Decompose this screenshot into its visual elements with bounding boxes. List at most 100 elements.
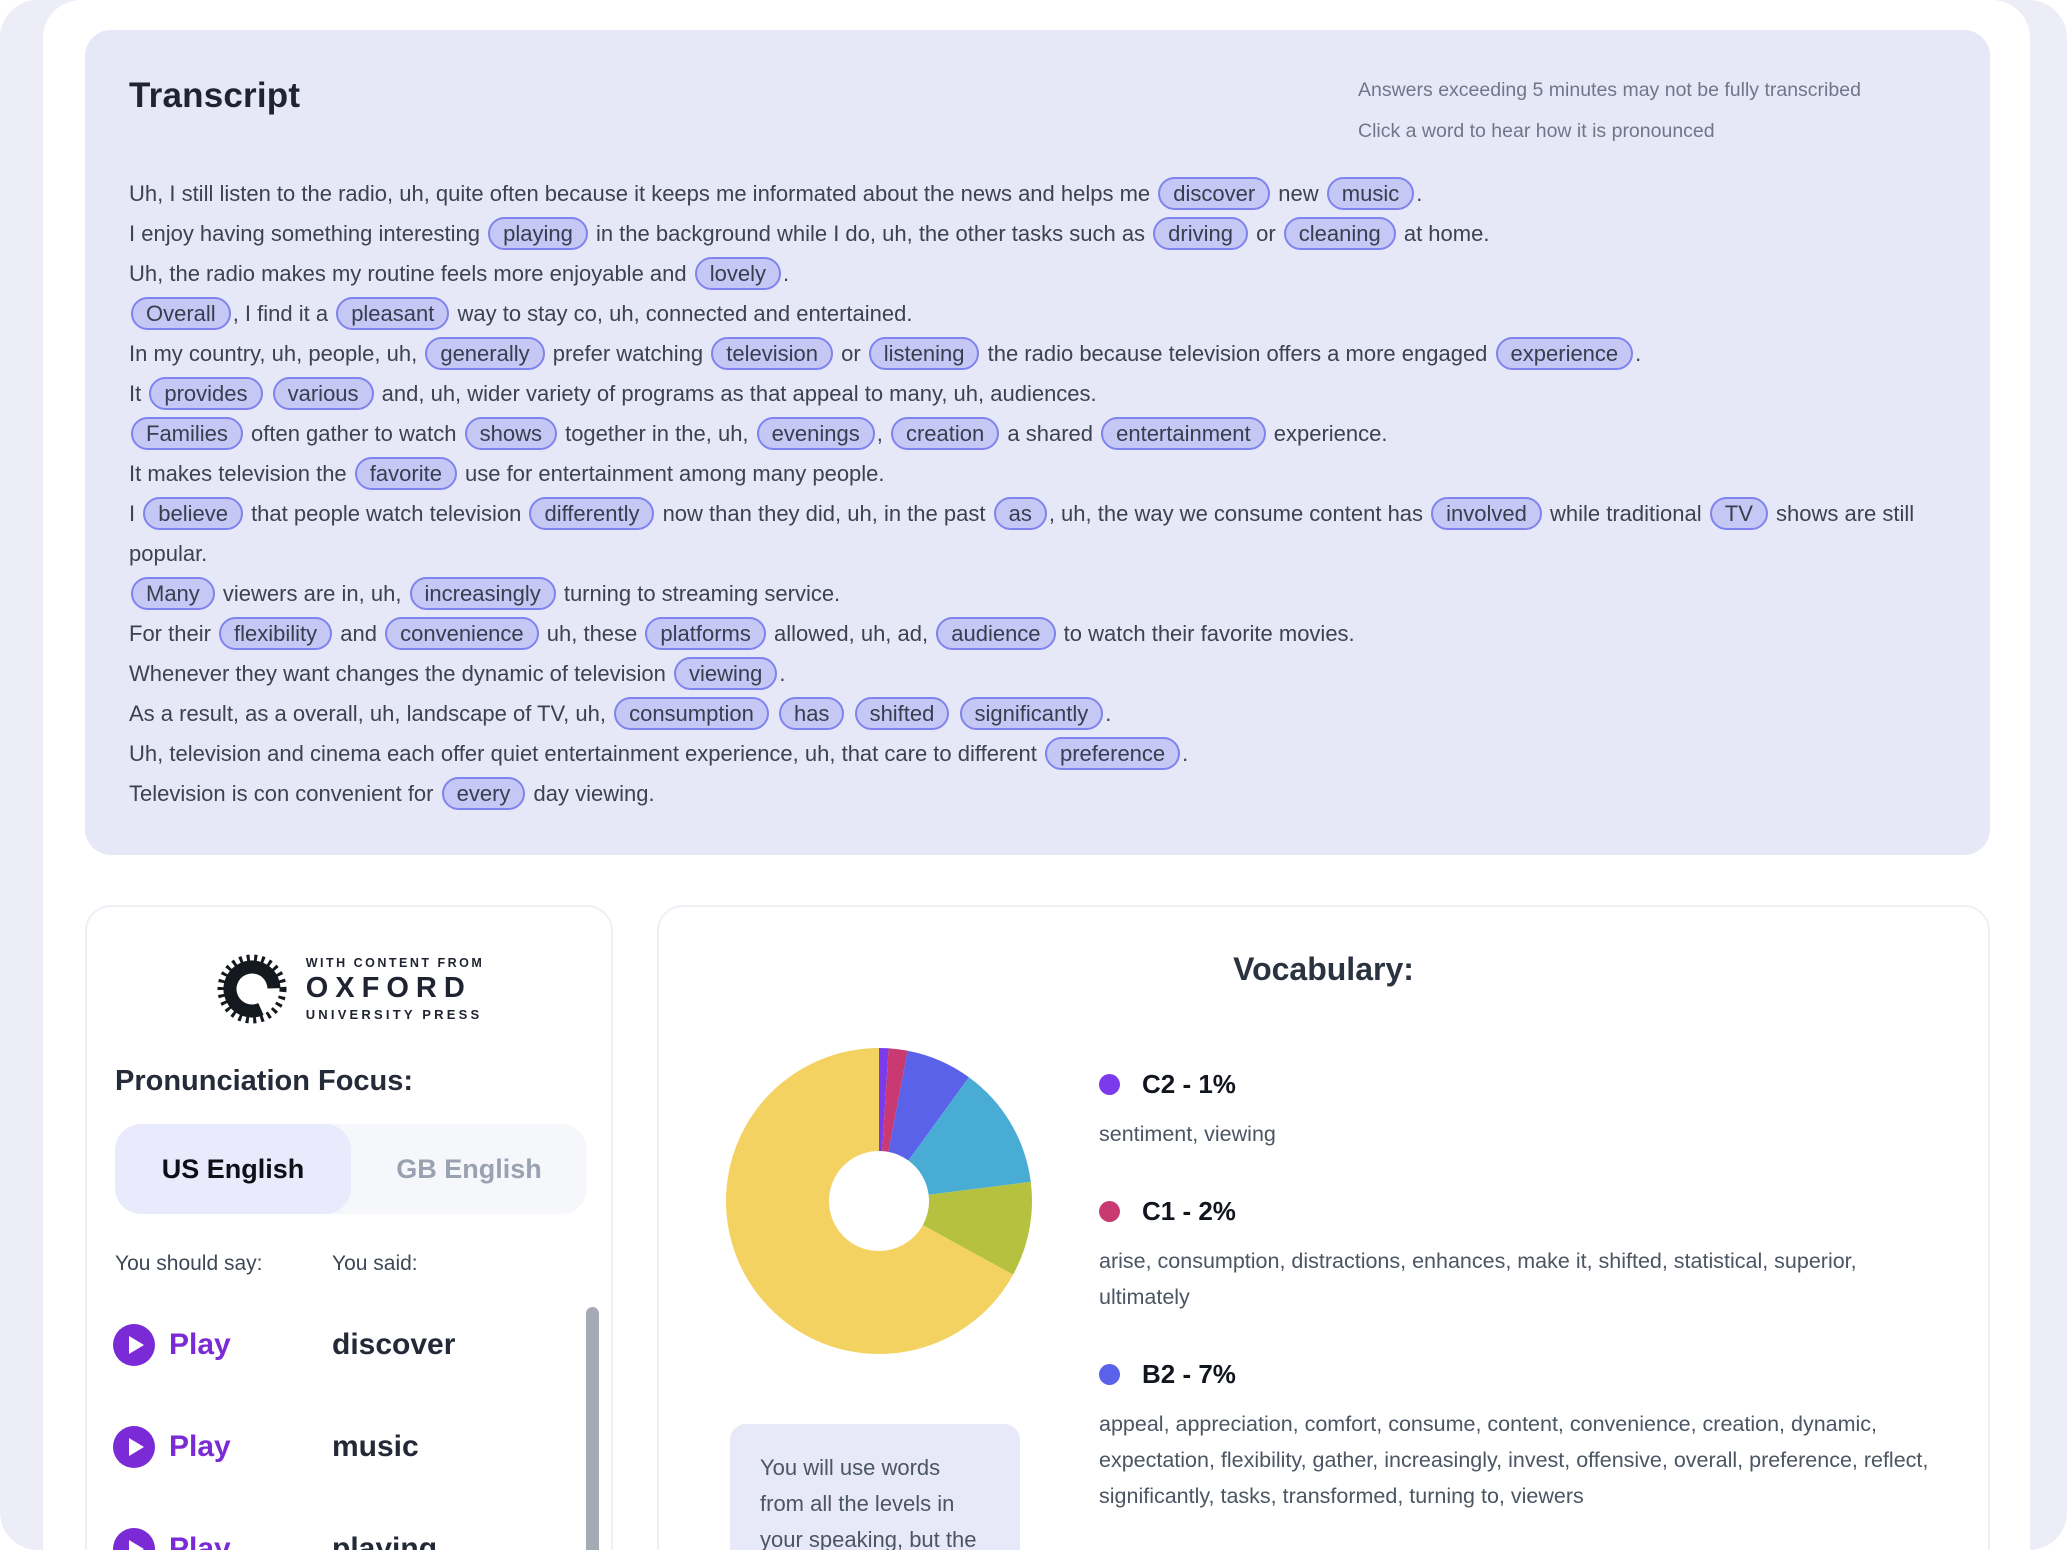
highlighted-word[interactable]: playing [488, 217, 588, 250]
donut-slice [888, 1050, 969, 1161]
vocab-legend: C2 - 1% sentiment, viewing C1 - 2% arise, c… [1099, 1069, 1929, 1550]
highlighted-word[interactable]: Families [131, 417, 243, 450]
highlighted-word[interactable]: preference [1044, 737, 1181, 770]
oxford-logo-text: WITH CONTENT FROM OXFORD UNIVERSITY PRES… [306, 956, 485, 1022]
vocab-level-group: C1 - 2% arise, consumption, distractions,… [1099, 1196, 1929, 1315]
play-list: Play discover Play music Play playing [87, 1294, 611, 1550]
highlighted-word[interactable]: flexibility [219, 617, 333, 650]
vocab-level-words: sentiment, viewing [1099, 1122, 1276, 1146]
transcript-line: Television is con convenient for every d… [129, 774, 1950, 814]
note-click-word-hint: Click a word to hear how it is pronounce… [1358, 120, 1715, 142]
word-label: playing [332, 1532, 438, 1550]
transcript-header: Transcript Answers exceeding 5 minutes m… [129, 64, 1950, 152]
vocabulary-donut-chart [723, 1045, 1035, 1357]
note-transcription-limit: Answers exceeding 5 minutes may not be f… [1358, 79, 1861, 101]
highlighted-word[interactable]: consumption [614, 697, 769, 730]
highlighted-word[interactable]: generally [425, 337, 545, 370]
highlighted-word[interactable]: entertainment [1101, 417, 1266, 450]
transcript-line: Many viewers are in, uh, increasingly tu… [129, 574, 1950, 614]
highlighted-word[interactable]: differently [529, 497, 655, 530]
transcript-line: Uh, the radio makes my routine feels mor… [129, 254, 1950, 294]
vocab-level-group: B2 - 7% appeal, appreciation, comfort, co… [1099, 1359, 1929, 1514]
play-button[interactable]: Play [113, 1426, 231, 1468]
highlighted-word[interactable]: evenings [756, 417, 875, 450]
donut-slice [879, 1048, 889, 1152]
play-button-label: Play [169, 1328, 231, 1361]
highlighted-word[interactable]: TV [1709, 497, 1768, 530]
highlighted-word[interactable]: experience [1495, 337, 1634, 370]
transcript-text: Uh, I still listen to the radio, uh, qui… [129, 174, 1950, 814]
pronunciation-card: WITH CONTENT FROM OXFORD UNIVERSITY PRES… [85, 905, 613, 1550]
column-you-should-say: You should say: [115, 1252, 263, 1275]
play-row: Play playing [87, 1498, 611, 1550]
vocab-level-header: C2 - 1% [1099, 1069, 1929, 1100]
play-row: Play discover [87, 1294, 611, 1396]
highlighted-word[interactable]: television [711, 337, 833, 370]
highlighted-word[interactable]: listening [868, 337, 980, 370]
transcript-line: Families often gather to watch shows tog… [129, 414, 1950, 454]
vocab-level-words: arise, consumption, distractions, enhanc… [1099, 1249, 1857, 1309]
scrollbar-thumb[interactable] [586, 1307, 599, 1550]
vocab-level-words: appeal, appreciation, comfort, consume, … [1099, 1412, 1929, 1508]
highlighted-word[interactable]: audience [936, 617, 1056, 650]
logo-subname: UNIVERSITY PRESS [305, 1007, 483, 1022]
transcript-line: Uh, television and cinema each offer qui… [129, 734, 1950, 774]
play-row: Play music [87, 1396, 611, 1498]
highlighted-word[interactable]: platforms [645, 617, 766, 650]
legend-dot-icon [1099, 1201, 1120, 1222]
legend-dot-icon [1099, 1364, 1120, 1385]
logo-name: OXFORD [305, 972, 472, 1004]
highlighted-word[interactable]: shows [464, 417, 557, 450]
highlighted-word[interactable]: convenience [385, 617, 539, 650]
play-button[interactable]: Play [113, 1528, 231, 1550]
donut-slice [922, 1181, 1032, 1275]
pronunciation-columns: You should say: You said: [87, 1252, 611, 1280]
highlighted-word[interactable]: believe [143, 497, 243, 530]
highlighted-word[interactable]: every [441, 777, 526, 810]
oxford-logo: WITH CONTENT FROM OXFORD UNIVERSITY PRES… [87, 907, 611, 1027]
highlighted-word[interactable]: pleasant [336, 297, 450, 330]
highlighted-word[interactable]: cleaning [1283, 217, 1396, 250]
word-label: music [332, 1430, 419, 1463]
highlighted-word[interactable]: provides [149, 377, 263, 410]
play-button[interactable]: Play [113, 1324, 231, 1366]
highlighted-word[interactable]: music [1326, 177, 1415, 210]
highlighted-word[interactable]: lovely [694, 257, 781, 290]
logo-tagline: WITH CONTENT FROM [305, 956, 485, 970]
highlighted-word[interactable]: has [778, 697, 845, 730]
donut-slice [908, 1077, 1031, 1195]
highlighted-word[interactable]: increasingly [409, 577, 556, 610]
transcript-notes: Answers exceeding 5 minutes may not be f… [1358, 70, 1950, 152]
highlighted-word[interactable]: viewing [673, 657, 778, 690]
transcript-line: It makes television the favorite use for… [129, 454, 1950, 494]
play-icon [113, 1324, 155, 1366]
vocab-level-label: C1 - 2% [1142, 1196, 1236, 1226]
tab-gb-english[interactable]: GB English [396, 1153, 542, 1184]
transcript-line: Overall, I find it a pleasant way to sta… [129, 294, 1950, 334]
highlighted-word[interactable]: various [272, 377, 374, 410]
highlighted-word[interactable]: favorite [354, 457, 457, 490]
transcript-line: I believe that people watch television d… [129, 494, 1950, 574]
oxford-logo-icon [217, 954, 287, 1024]
play-button-label: Play [169, 1532, 231, 1550]
vocab-level-label: C2 - 1% [1142, 1069, 1236, 1099]
transcript-line: Whenever they want changes the dynamic o… [129, 654, 1950, 694]
legend-dot-icon [1099, 1074, 1120, 1095]
highlighted-word[interactable]: significantly [959, 697, 1104, 730]
highlighted-word[interactable]: as [993, 497, 1047, 530]
transcript-card: Transcript Answers exceeding 5 minutes m… [85, 30, 1990, 855]
highlighted-word[interactable]: Many [131, 577, 215, 610]
highlighted-word[interactable]: Overall [131, 297, 231, 330]
highlighted-word[interactable]: discover [1158, 177, 1271, 210]
highlighted-word[interactable]: driving [1153, 217, 1248, 250]
transcript-line: In my country, uh, people, uh, generally… [129, 334, 1950, 374]
transcript-line: I enjoy having something interesting pla… [129, 214, 1950, 254]
highlighted-word[interactable]: creation [890, 417, 1000, 450]
highlighted-word[interactable]: involved [1431, 497, 1542, 530]
highlighted-word[interactable]: shifted [854, 697, 950, 730]
vocab-level-label: B2 - 7% [1142, 1359, 1236, 1389]
tab-us-english[interactable]: US English [115, 1124, 351, 1214]
transcript-line: For their flexibility and convenience uh… [129, 614, 1950, 654]
transcript-line: Uh, I still listen to the radio, uh, qui… [129, 174, 1950, 214]
